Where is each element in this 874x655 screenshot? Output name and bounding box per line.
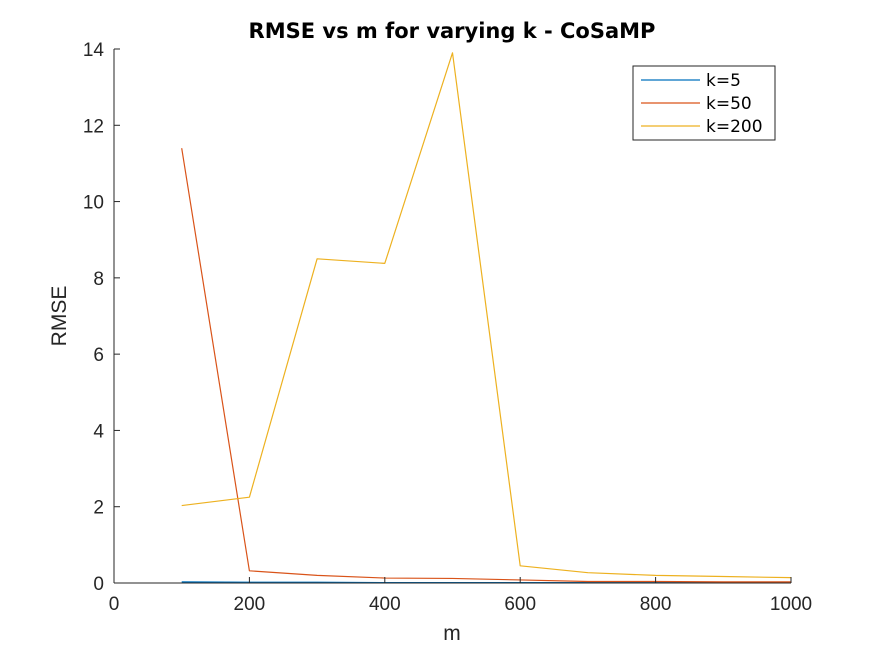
x-tick-label: 1000 bbox=[770, 594, 812, 615]
ticks-layer: 0 200 400 600 800 1000 0 2 4 6 8 10 12 14 bbox=[83, 40, 812, 615]
legend: k=5 k=50 k=200 bbox=[632, 65, 776, 141]
y-axis-label: RMSE bbox=[48, 286, 71, 347]
x-tick-label: 200 bbox=[234, 594, 266, 615]
x-tick-label: 0 bbox=[109, 594, 120, 615]
legend-label-k-50: k=50 bbox=[706, 94, 752, 114]
y-tick-label: 8 bbox=[93, 269, 104, 290]
y-tick-label: 4 bbox=[93, 421, 104, 442]
y-tick-label: 12 bbox=[83, 116, 104, 137]
series-line-k-200 bbox=[181, 52, 792, 579]
y-tick-label: 0 bbox=[93, 574, 104, 595]
x-tick-label: 400 bbox=[369, 594, 401, 615]
axes-layer bbox=[113, 49, 791, 584]
legend-entries: k=5 k=50 k=200 bbox=[641, 71, 763, 137]
y-tick-label: 2 bbox=[93, 498, 104, 519]
legend-label-k-5: k=5 bbox=[706, 71, 741, 91]
y-tick-label: 6 bbox=[93, 345, 104, 366]
x-tick-label: 800 bbox=[640, 594, 672, 615]
x-axis-label: m bbox=[443, 622, 461, 645]
x-tick-label: 600 bbox=[504, 594, 536, 615]
y-tick-label: 14 bbox=[83, 40, 105, 61]
series-line-k-50 bbox=[181, 148, 791, 583]
chart-title: RMSE vs m for varying k - CoSaMP bbox=[249, 19, 656, 43]
legend-label-k-200: k=200 bbox=[706, 117, 763, 137]
y-tick-label: 10 bbox=[83, 193, 104, 214]
